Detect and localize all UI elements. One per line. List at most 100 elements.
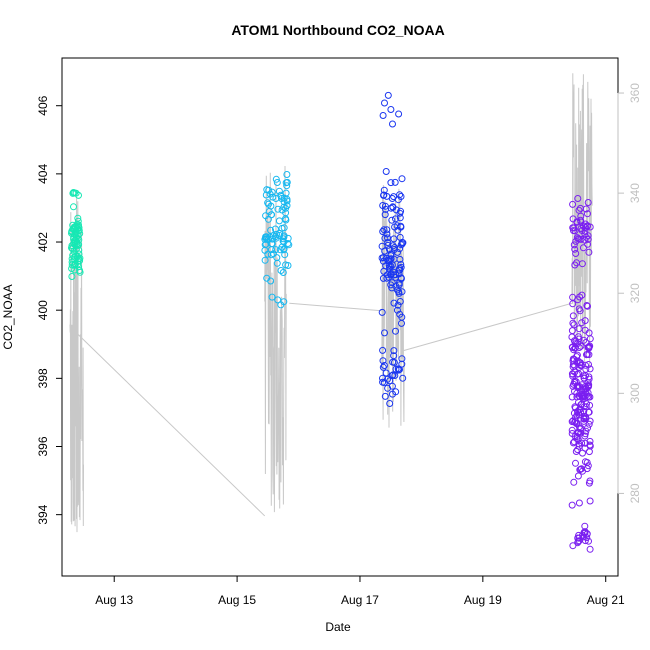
data-point — [390, 299, 398, 307]
data-point — [578, 400, 586, 408]
data-point — [69, 189, 77, 197]
data-point — [584, 382, 592, 390]
data-point — [575, 499, 583, 507]
data-point — [379, 112, 387, 119]
overlay-connector-1 — [73, 330, 266, 517]
data-point — [569, 319, 577, 327]
data-point — [266, 190, 274, 198]
data-point — [585, 248, 593, 256]
x-tick-label: Aug 21 — [587, 593, 625, 607]
data-point — [584, 392, 592, 400]
data-point — [568, 343, 576, 351]
data-point — [381, 392, 389, 400]
data-point — [583, 222, 591, 230]
data-point — [577, 225, 585, 232]
data-point — [71, 260, 79, 268]
data-point — [586, 545, 594, 553]
overlay-connector-2 — [289, 302, 382, 312]
data-point — [384, 234, 391, 242]
data-point — [573, 393, 581, 401]
data-point — [267, 277, 275, 285]
data-point — [582, 384, 590, 392]
data-point — [396, 214, 404, 222]
data-point — [584, 199, 592, 206]
data-point — [387, 179, 395, 187]
data-point — [268, 211, 276, 219]
data-point — [76, 267, 84, 274]
data-point — [398, 288, 406, 296]
data-point — [382, 168, 390, 175]
data-point — [574, 195, 582, 202]
data-point — [396, 233, 404, 241]
data-point — [573, 259, 580, 267]
data-point — [570, 224, 578, 232]
data-point — [384, 91, 392, 99]
data-point — [572, 459, 579, 467]
data-point — [571, 245, 579, 253]
data-point — [573, 218, 581, 226]
data-point — [282, 216, 290, 224]
data-point — [568, 393, 576, 401]
data-point — [586, 365, 594, 373]
data-point — [275, 217, 283, 225]
data-point — [68, 273, 76, 280]
y2-tick-label: 320 — [628, 283, 642, 303]
data-point — [282, 204, 290, 212]
data-point — [584, 210, 591, 218]
data-point — [586, 497, 594, 505]
data-point — [569, 300, 577, 308]
data-point — [397, 223, 405, 231]
chart-title: ATOM1 Northbound CO2_NOAA — [231, 22, 444, 38]
x-tick-label: Aug 17 — [341, 593, 379, 607]
data-point — [398, 360, 406, 368]
data-point — [573, 353, 581, 361]
data-point — [75, 246, 83, 254]
overlay-spikes-2 — [264, 165, 287, 513]
data-point — [274, 205, 282, 213]
data-point — [379, 378, 387, 386]
y2-tick-label: 340 — [628, 183, 642, 203]
series-3 — [378, 91, 407, 407]
data-point — [274, 296, 282, 304]
data-point — [577, 465, 585, 473]
data-point — [568, 501, 576, 509]
data-point — [378, 308, 386, 316]
data-point — [569, 542, 577, 550]
data-point — [388, 372, 396, 380]
series-4 — [568, 195, 594, 553]
data-point — [395, 279, 403, 287]
data-point — [380, 267, 388, 275]
x-tick-label: Aug 15 — [218, 593, 256, 607]
data-point — [583, 302, 591, 309]
data-point — [577, 212, 585, 220]
data-point — [276, 232, 284, 239]
data-point — [280, 224, 288, 232]
data-point — [380, 191, 387, 199]
data-point — [570, 438, 578, 446]
data-point — [379, 202, 387, 209]
data-point — [572, 250, 580, 257]
data-point — [396, 209, 404, 217]
data-point — [69, 251, 77, 259]
data-point — [391, 178, 399, 186]
data-point — [584, 235, 592, 243]
data-point — [379, 363, 387, 371]
points-layer — [68, 91, 594, 553]
data-point — [569, 200, 577, 208]
data-point — [272, 246, 280, 254]
data-point — [569, 439, 577, 447]
data-point — [381, 99, 388, 107]
data-point — [381, 211, 389, 219]
data-point — [383, 274, 391, 282]
data-point — [379, 374, 386, 382]
data-point — [390, 347, 398, 355]
data-point — [268, 293, 276, 301]
data-point — [396, 298, 404, 305]
data-point — [584, 302, 591, 310]
x-tick-label: Aug 13 — [95, 593, 133, 607]
data-point — [384, 384, 392, 392]
data-point — [585, 375, 593, 383]
data-point — [568, 327, 576, 335]
data-point — [380, 186, 388, 194]
data-point — [389, 358, 397, 366]
